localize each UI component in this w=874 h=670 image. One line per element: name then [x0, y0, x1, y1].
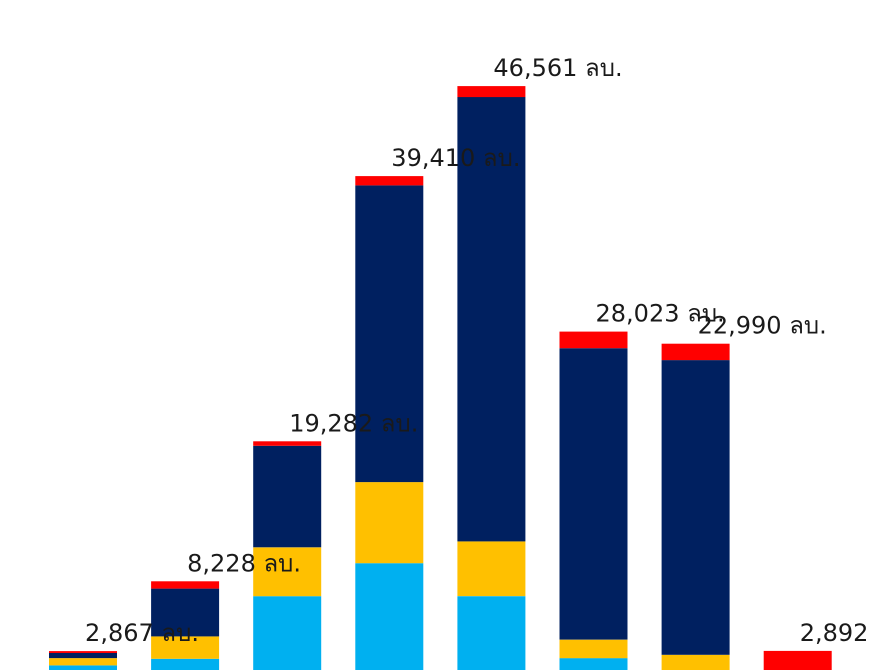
bar-segment-7-4	[661, 343, 730, 361]
total-label-2: 8,228 ลบ.	[187, 549, 301, 577]
bar-segment-2-2	[151, 636, 220, 659]
bar-segment-4-1	[355, 563, 424, 670]
bar-segment-3-4	[253, 441, 322, 446]
bar-segment-5-2	[457, 541, 526, 597]
total-labels-group: 2,867 ลบ. 8,228 ลบ. 19,282 ลบ. 39,410 ลบ. 46…	[85, 54, 874, 647]
bar-segment-1-1	[49, 665, 117, 670]
bar-segment-7-2	[661, 654, 730, 670]
bar-segment-4-3	[355, 185, 424, 483]
bar-segment-3-1	[253, 596, 322, 670]
total-label-3: 19,282 ลบ.	[289, 409, 418, 437]
bar-segment-3-2	[253, 547, 322, 597]
bar-segment-5-1	[457, 596, 526, 670]
bar-segment-1-4	[49, 651, 117, 653]
bar-segment-6-2	[559, 639, 628, 659]
bar-segment-6-3	[559, 348, 628, 640]
bar-segment-6-1	[559, 658, 628, 670]
bars-group	[49, 86, 832, 670]
bar-segment-2-1	[151, 658, 220, 670]
bar-segment-5-4	[457, 86, 526, 98]
bar-segment-1-3	[49, 653, 117, 659]
bar-segment-4-4	[355, 176, 424, 186]
total-label-7: 22,990 ลบ.	[698, 312, 827, 340]
bar-segment-8-4	[763, 650, 832, 670]
total-label-1: 2,867 ลบ.	[85, 619, 199, 647]
bar-segment-6-4	[559, 331, 628, 349]
total-label-6: 28,023 ลบ.	[596, 300, 725, 328]
total-label-5: 46,561 ลบ.	[493, 54, 622, 82]
bar-segment-4-2	[355, 482, 424, 564]
bar-segment-3-3	[253, 445, 322, 548]
total-label-4: 39,410 ลบ.	[391, 144, 520, 172]
bar-segment-2-4	[151, 581, 220, 589]
bar-segment-1-2	[49, 658, 117, 666]
total-label-8: 2,892 ลบ.	[800, 619, 874, 647]
bar-segment-5-3	[457, 97, 526, 542]
bar-segment-2-3	[151, 588, 220, 637]
bar-segment-7-3	[661, 360, 730, 655]
